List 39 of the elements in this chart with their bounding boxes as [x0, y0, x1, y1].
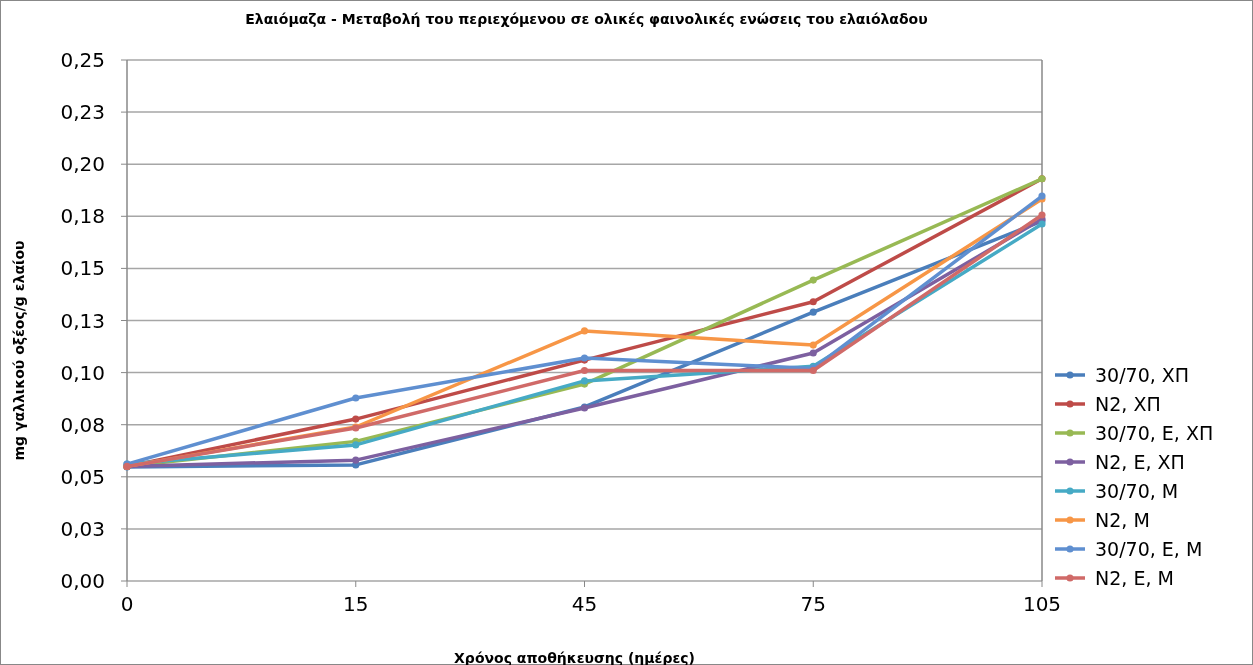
x-tick-label: 15: [343, 592, 369, 616]
legend-label: 30/70, Ε, ΧΠ: [1095, 421, 1214, 444]
y-tick-label: 0,13: [60, 308, 105, 333]
y-tick-label: 0,15: [60, 256, 105, 281]
point: [352, 394, 360, 402]
x-tick-label: 0: [120, 592, 134, 616]
legend-label: 30/70, ΧΠ: [1095, 363, 1190, 386]
y-tick-label: 0,03: [60, 516, 105, 541]
point: [580, 327, 589, 335]
legend-label: N2, Ε, ΧΠ: [1095, 450, 1185, 473]
point: [809, 341, 817, 349]
y-tick-label: 0,20: [60, 152, 105, 177]
legend-label: N2, Ε, Μ: [1095, 566, 1174, 589]
point: [809, 349, 817, 357]
chart-title: Ελαιόμαζα - Μεταβολή του περιεχόμενου σε ολικές φαινολικές ενώσεις του ελαιόλαδου: [245, 11, 928, 27]
x-tick-label: 105: [1022, 592, 1062, 616]
y-tick-label: 0,05: [60, 464, 105, 489]
point: [1038, 211, 1046, 219]
point: [809, 276, 817, 284]
legend-label: N2, Μ: [1095, 508, 1150, 531]
point: [809, 308, 817, 316]
y-axis-title: mg γαλλικού οξέος/g ελαίου: [11, 240, 27, 461]
y-tick-label: 0,10: [60, 360, 105, 385]
y-tick-label: 0,23: [60, 100, 105, 125]
y-tick-label: 0,08: [60, 412, 105, 437]
point: [352, 456, 360, 464]
y-tick-label: 0,00: [60, 569, 105, 593]
legend-label: N2, ΧΠ: [1095, 392, 1161, 415]
y-tick-label: 0,18: [60, 204, 105, 229]
point: [580, 366, 589, 375]
x-axis-title: Χρόνος αποθήκευσης (ημέρες): [454, 650, 695, 665]
y-tick-label: 0,25: [60, 48, 105, 72]
x-tick-label: 75: [800, 592, 826, 616]
point: [352, 441, 360, 449]
point: [352, 415, 360, 423]
legend-label: 30/70, Ε, Μ: [1095, 537, 1203, 560]
legend-label: 30/70, Μ: [1095, 479, 1179, 502]
x-tick-label: 45: [571, 592, 598, 616]
point: [809, 298, 817, 306]
